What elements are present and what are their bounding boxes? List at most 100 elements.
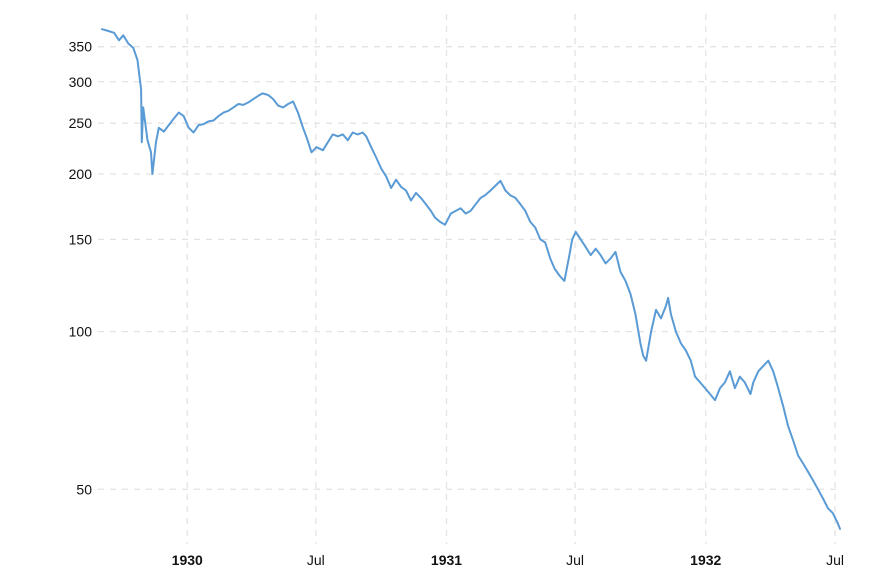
data-point-15 <box>158 127 160 129</box>
data-point-109 <box>620 271 622 273</box>
data-point-91 <box>535 227 537 229</box>
data-point-55 <box>357 134 359 136</box>
data-point-83 <box>495 185 497 187</box>
data-point-141 <box>768 360 770 362</box>
data-point-57 <box>365 136 367 138</box>
data-point-48 <box>322 149 324 151</box>
data-point-154 <box>832 512 834 514</box>
y-tick-label-300: 300 <box>69 74 93 90</box>
data-point-80 <box>480 197 482 199</box>
data-point-124 <box>685 350 687 352</box>
data-point-78 <box>470 210 472 212</box>
data-point-54 <box>352 132 354 134</box>
data-point-84 <box>500 180 502 182</box>
data-point-33 <box>248 102 250 104</box>
data-point-105 <box>600 254 602 256</box>
data-point-42 <box>292 101 294 103</box>
data-point-94 <box>549 258 551 260</box>
data-point-100 <box>575 231 577 233</box>
data-point-99 <box>571 239 573 241</box>
data-point-0 <box>101 28 103 30</box>
data-point-21 <box>188 127 190 129</box>
data-point-88 <box>520 204 522 206</box>
data-point-86 <box>510 195 512 197</box>
data-point-7 <box>137 59 139 61</box>
data-point-5 <box>128 43 130 45</box>
data-point-19 <box>178 112 180 114</box>
data-point-113 <box>640 343 642 345</box>
data-point-142 <box>772 371 774 373</box>
data-point-25 <box>208 121 210 123</box>
data-point-96 <box>559 275 561 277</box>
data-point-35 <box>258 95 260 97</box>
data-point-87 <box>515 197 517 199</box>
data-point-22 <box>193 132 195 134</box>
data-point-67 <box>415 192 417 194</box>
data-point-14 <box>155 141 157 143</box>
data-point-115 <box>645 360 647 362</box>
x-tick-label-3: Jul <box>566 552 584 568</box>
data-point-120 <box>667 297 669 299</box>
data-point-127 <box>699 382 701 384</box>
data-point-24 <box>203 123 205 125</box>
data-point-151 <box>817 489 819 491</box>
data-point-29 <box>228 110 230 112</box>
data-point-139 <box>758 371 760 373</box>
data-point-132 <box>724 382 726 384</box>
data-point-8 <box>140 89 142 91</box>
data-point-76 <box>460 208 462 210</box>
data-point-63 <box>395 179 397 181</box>
x-tick-label-5: Jul <box>826 552 844 568</box>
data-point-11 <box>147 139 149 141</box>
y-tick-label-200: 200 <box>69 166 93 182</box>
data-point-130 <box>714 399 716 401</box>
data-point-101 <box>580 239 582 241</box>
data-point-98 <box>569 254 571 256</box>
data-point-143 <box>777 387 779 389</box>
data-point-79 <box>475 204 477 206</box>
data-point-131 <box>719 387 721 389</box>
data-point-135 <box>739 376 741 378</box>
data-point-82 <box>490 190 492 192</box>
data-point-49 <box>327 141 329 143</box>
data-point-18 <box>173 118 175 120</box>
data-point-16 <box>163 131 165 133</box>
data-point-31 <box>238 103 240 105</box>
data-point-53 <box>347 139 349 141</box>
data-point-152 <box>822 498 824 500</box>
data-point-140 <box>763 365 765 367</box>
data-point-59 <box>375 157 377 159</box>
x-tick-label-2: 1931 <box>431 552 462 568</box>
data-point-12 <box>150 152 152 154</box>
data-point-68 <box>420 197 422 199</box>
data-point-138 <box>753 382 755 384</box>
data-point-117 <box>655 309 657 311</box>
y-tick-label-50: 50 <box>76 481 92 497</box>
data-point-121 <box>670 313 672 315</box>
data-point-85 <box>505 190 507 192</box>
data-point-147 <box>797 455 799 457</box>
data-point-39 <box>277 105 279 107</box>
data-point-44 <box>302 127 304 129</box>
data-point-107 <box>610 258 612 260</box>
data-point-134 <box>734 387 736 389</box>
data-point-38 <box>272 98 274 100</box>
data-point-51 <box>337 136 339 138</box>
data-point-47 <box>316 146 318 148</box>
data-point-129 <box>709 393 711 395</box>
data-point-34 <box>253 98 255 100</box>
data-point-50 <box>332 134 334 136</box>
data-point-92 <box>540 239 542 241</box>
data-point-155 <box>837 523 839 525</box>
x-tick-label-0: 1930 <box>172 552 203 568</box>
data-point-62 <box>390 187 392 189</box>
data-point-126 <box>694 376 696 378</box>
data-point-148 <box>802 463 804 465</box>
data-point-93 <box>544 242 546 244</box>
data-point-20 <box>183 115 185 117</box>
data-point-58 <box>370 146 372 148</box>
data-point-102 <box>585 246 587 248</box>
data-point-64 <box>400 186 402 188</box>
